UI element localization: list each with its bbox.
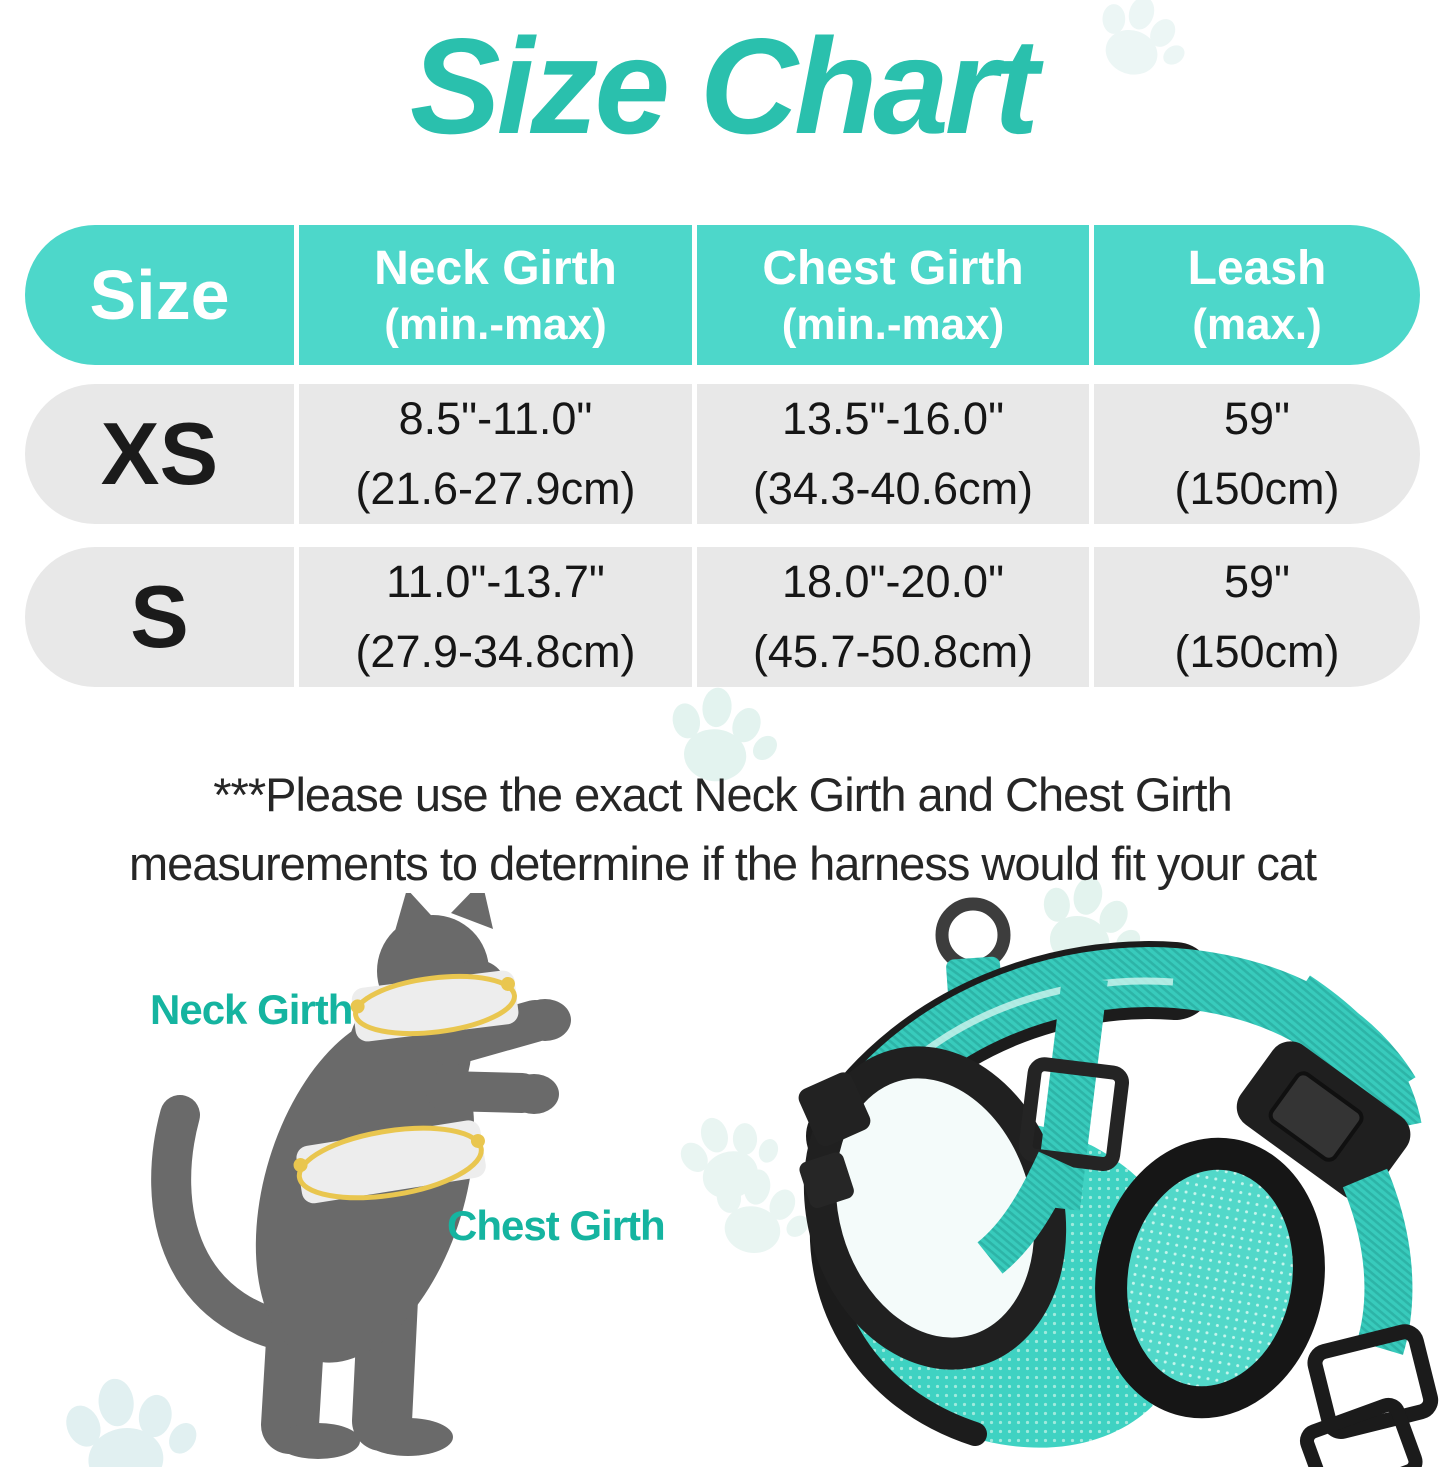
page-title: Size Chart bbox=[409, 10, 1039, 162]
header-cell-size: Size bbox=[25, 225, 299, 365]
leash-cm: (150cm) bbox=[1174, 463, 1340, 514]
cell-chest-girth: 13.5"-16.0" (34.3-40.6cm) bbox=[697, 384, 1094, 524]
leash-inches: 59" bbox=[1223, 556, 1291, 608]
header-cell-chest-girth: Chest Girth (min.-max) bbox=[697, 225, 1094, 365]
header-leash-label: Leash bbox=[1187, 241, 1327, 295]
strap-slider bbox=[1018, 1057, 1130, 1171]
chest-girth-band bbox=[293, 1120, 486, 1204]
cell-size: S bbox=[25, 547, 299, 687]
neck-girth-band bbox=[350, 970, 519, 1042]
neck-inches: 8.5"-11.0" bbox=[398, 393, 593, 445]
table-row-xs: XS 8.5"-11.0" (21.6-27.9cm) 13.5"-16.0" … bbox=[25, 384, 1420, 524]
header-cell-neck-girth: Neck Girth (min.-max) bbox=[299, 225, 697, 365]
leash-inches: 59" bbox=[1223, 393, 1291, 445]
cat-harness-product-image bbox=[798, 897, 1439, 1467]
cell-neck-girth: 8.5"-11.0" (21.6-27.9cm) bbox=[299, 384, 697, 524]
size-table-header: Size Neck Girth (min.-max) Chest Girth (… bbox=[25, 225, 1420, 365]
table-row-s: S 11.0"-13.7" (27.9-34.8cm) 18.0"-20.0" … bbox=[25, 547, 1420, 687]
header-leash-sublabel: (max.) bbox=[1192, 300, 1322, 350]
cell-size: XS bbox=[25, 384, 299, 524]
fit-note-line1: ***Please use the exact Neck Girth and C… bbox=[213, 768, 1232, 821]
leash-cm: (150cm) bbox=[1174, 626, 1340, 677]
neck-girth-label: Neck Girth bbox=[150, 986, 353, 1033]
cell-leash: 59" (150cm) bbox=[1094, 547, 1420, 687]
d-ring bbox=[935, 897, 1011, 973]
header-size-label: Size bbox=[89, 256, 230, 334]
right-armhole bbox=[1095, 1137, 1325, 1419]
side-release-buckle bbox=[1236, 1041, 1411, 1201]
header-chest-sublabel: (min.-max) bbox=[781, 300, 1005, 350]
cell-chest-girth: 18.0"-20.0" (45.7-50.8cm) bbox=[697, 547, 1094, 687]
neck-inches: 11.0"-13.7" bbox=[386, 556, 605, 608]
chest-inches: 13.5"-16.0" bbox=[781, 393, 1005, 445]
header-cell-leash: Leash (max.) bbox=[1094, 225, 1420, 365]
neck-cm: (27.9-34.8cm) bbox=[355, 626, 636, 677]
cat-silhouette-illustration bbox=[151, 893, 571, 1459]
cell-leash: 59" (150cm) bbox=[1094, 384, 1420, 524]
chest-inches: 18.0"-20.0" bbox=[781, 556, 1005, 608]
chest-cm: (34.3-40.6cm) bbox=[752, 463, 1034, 514]
chest-cm: (45.7-50.8cm) bbox=[752, 626, 1034, 677]
fit-note-line2: measurements to determine if the harness… bbox=[128, 837, 1317, 891]
header-neck-label: Neck Girth bbox=[374, 241, 617, 295]
header-neck-sublabel: (min.-max) bbox=[384, 300, 607, 350]
fit-note: ***Please use the exact Neck Girth and C… bbox=[0, 760, 1445, 898]
size-value: XS bbox=[100, 404, 219, 503]
chest-girth-label: Chest Girth bbox=[447, 1202, 666, 1249]
cell-neck-girth: 11.0"-13.7" (27.9-34.8cm) bbox=[299, 547, 697, 687]
header-chest-label: Chest Girth bbox=[762, 241, 1024, 295]
neck-cm: (21.6-27.9cm) bbox=[355, 463, 636, 514]
size-value: S bbox=[130, 567, 189, 666]
